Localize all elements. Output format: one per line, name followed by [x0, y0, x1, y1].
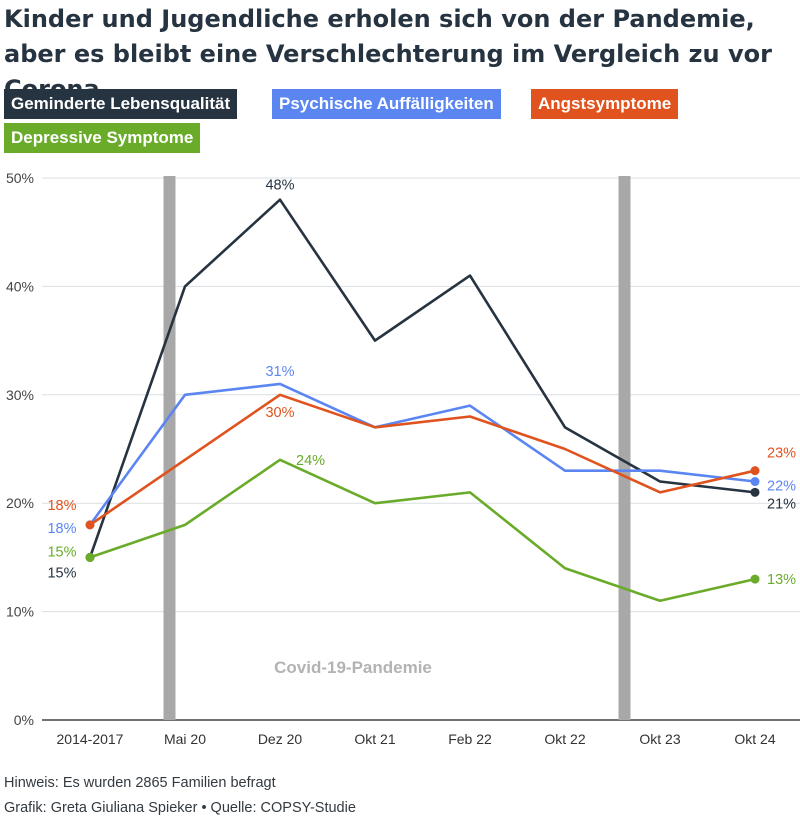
- footer-credit: Grafik: Greta Giuliana Spieker • Quelle:…: [4, 800, 356, 816]
- x-tick-label: Okt 24: [734, 731, 775, 747]
- x-tick-label: Feb 22: [448, 731, 492, 747]
- x-tick-label: Okt 23: [639, 731, 680, 747]
- data-label: 15%: [47, 565, 76, 581]
- y-tick-label: 40%: [6, 278, 34, 294]
- legend-item-psychische-auffaelligkeiten: Psychische Auffälligkeiten: [272, 89, 501, 119]
- data-label: 48%: [265, 178, 294, 194]
- x-tick-label: Okt 21: [354, 731, 395, 747]
- data-point: [750, 574, 760, 584]
- data-point: [750, 466, 760, 476]
- y-tick-label: 0%: [14, 712, 34, 728]
- series-line-depressive-symptome: [88, 458, 757, 603]
- data-label: 30%: [265, 405, 294, 421]
- data-label: 22%: [767, 479, 796, 495]
- data-label: 23%: [767, 446, 796, 462]
- data-label: 18%: [47, 498, 76, 514]
- legend-item-lebensqualitaet: Geminderte Lebensqualität: [4, 89, 238, 119]
- data-point: [85, 520, 95, 530]
- x-tick-label: Dez 20: [258, 731, 303, 747]
- x-tick-label: 2014-2017: [57, 731, 124, 747]
- y-tick-label: 20%: [6, 495, 34, 511]
- pandemic-marker-bar: [618, 176, 631, 720]
- series-line-lebensqualitaet: [88, 198, 757, 559]
- data-label: 15%: [47, 544, 76, 560]
- data-point: [750, 487, 760, 497]
- legend-item-angstsymptome: Angstsymptome: [531, 89, 679, 119]
- data-label: 31%: [265, 364, 294, 380]
- data-point: [85, 552, 95, 562]
- data-point: [750, 477, 760, 487]
- pandemic-marker-bar: [163, 176, 176, 720]
- x-tick-label: Okt 22: [544, 731, 585, 747]
- legend-item-depressive-symptome: Depressive Symptome: [4, 123, 201, 153]
- data-label: 18%: [47, 521, 76, 537]
- series-line-angstsymptome: [88, 393, 757, 527]
- y-tick-label: 30%: [6, 387, 34, 403]
- footer-note: Hinweis: Es wurden 2865 Familien befragt: [4, 775, 276, 791]
- x-tick-label: Mai 20: [164, 731, 206, 747]
- y-tick-label: 50%: [6, 170, 34, 186]
- series-line-psychische-auffaelligkeiten: [88, 382, 757, 527]
- y-tick-label: 10%: [6, 604, 34, 620]
- chart-title: Kinder und Jugendliche erholen sich von …: [4, 5, 772, 103]
- data-label: 13%: [767, 572, 796, 588]
- pandemic-label: Covid-19-Pandemie: [274, 658, 432, 677]
- data-label: 21%: [767, 496, 796, 512]
- data-label: 24%: [296, 453, 325, 469]
- line-chart: 0% 10% 20% 30% 40% 50% 2014-2017 Mai 20 Dez 20 Ok…: [6, 170, 800, 747]
